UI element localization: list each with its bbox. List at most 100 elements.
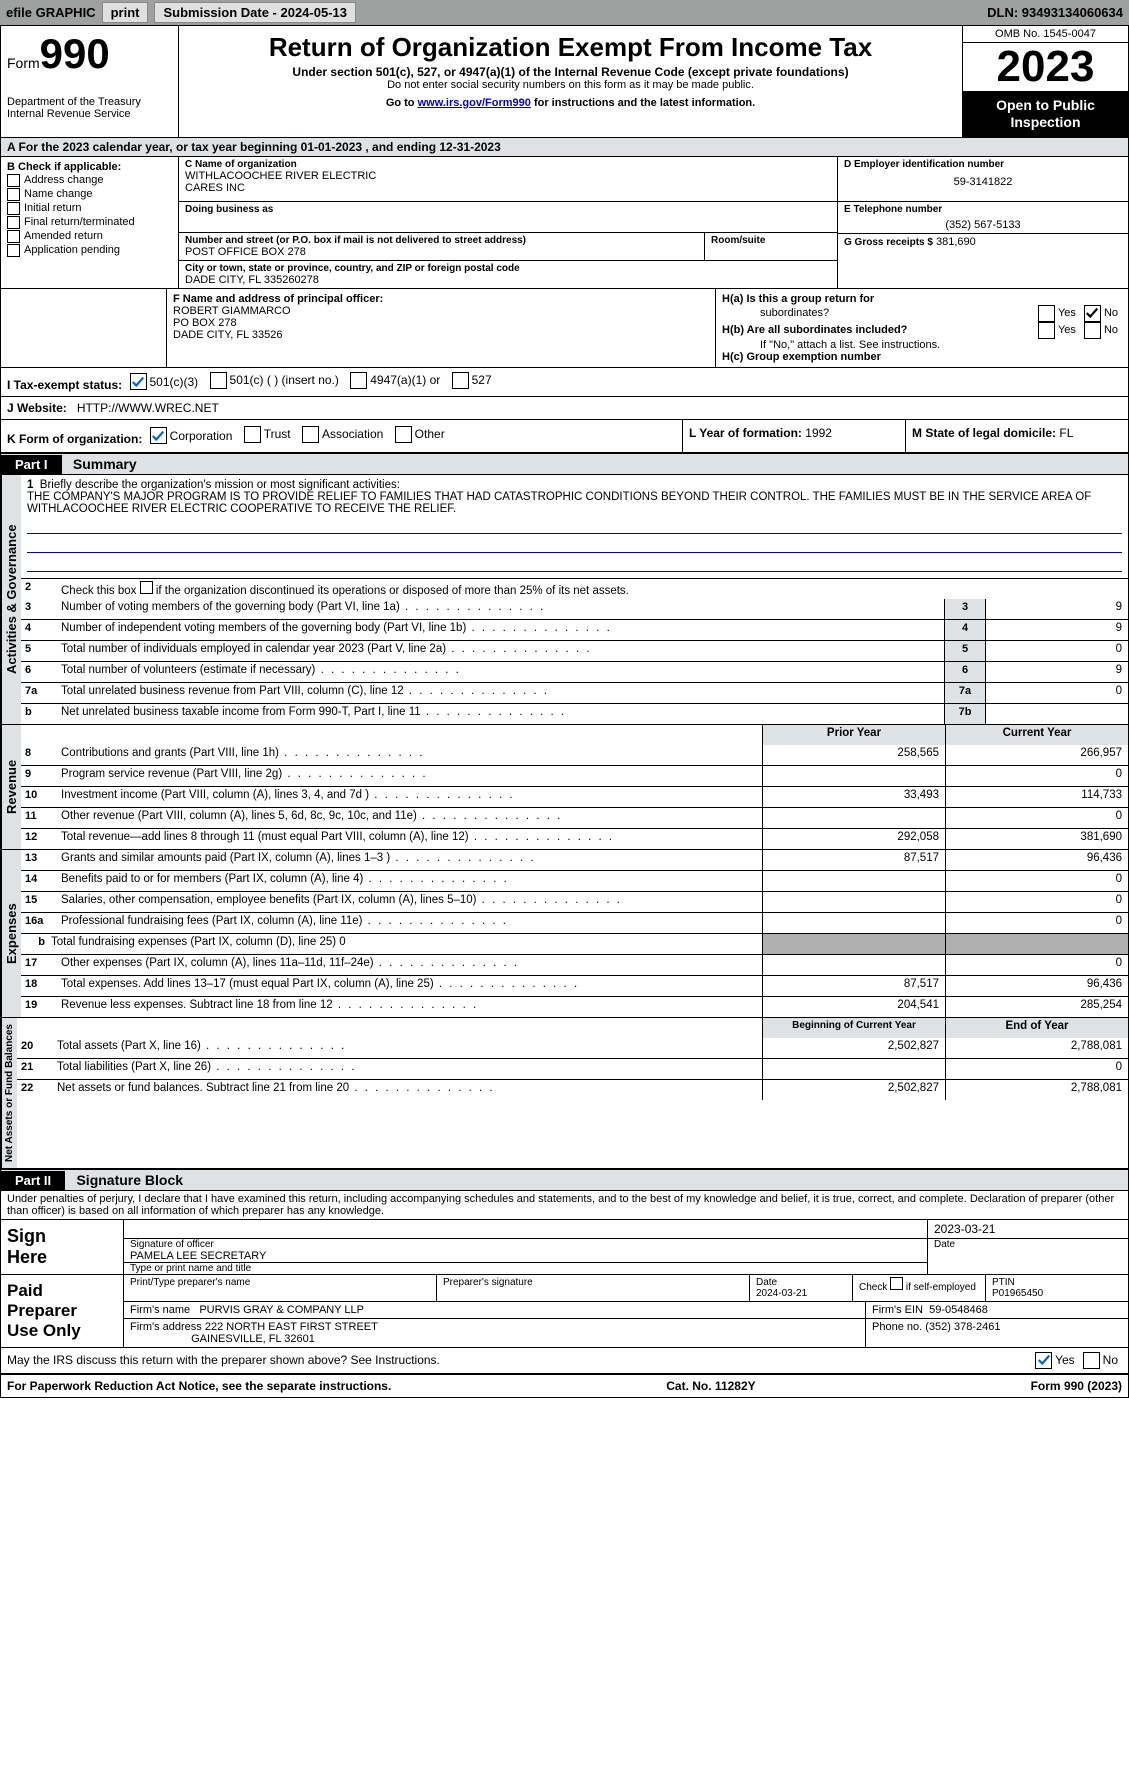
footer: For Paperwork Reduction Act Notice, see …	[1, 1375, 1128, 1397]
na-line-22: 22Net assets or fund balances. Subtract …	[17, 1079, 1128, 1100]
chk-discontinued[interactable]	[140, 581, 153, 594]
row-k-l-m: K Form of organization: Corporation Trus…	[1, 420, 1128, 453]
header-left: Form990 Department of the Treasury Inter…	[1, 26, 179, 137]
chk-application-pending[interactable]: Application pending	[7, 244, 172, 257]
prep-ptin-cell: PTINP01965450	[985, 1275, 1128, 1301]
na-curr-hdr: End of Year	[945, 1018, 1128, 1038]
na-header: Beginning of Current Year End of Year	[17, 1018, 1128, 1038]
chk-4947[interactable]: 4947(a)(1) or	[350, 372, 440, 389]
top-toolbar: efile GRAPHIC print Submission Date - 20…	[0, 0, 1129, 25]
ha-no[interactable]: No	[1084, 305, 1118, 322]
vlabel-expenses: Expenses	[1, 850, 21, 1017]
form-number: Form990	[7, 30, 172, 78]
ha-yes[interactable]: Yes	[1038, 305, 1076, 322]
box-d: D Employer identification number 59-3141…	[838, 157, 1128, 202]
irs-label: Internal Revenue Service	[7, 108, 172, 120]
street-row: Number and street (or P.O. box if mail i…	[179, 233, 837, 261]
exp-line-15: 15Salaries, other compensation, employee…	[21, 891, 1128, 912]
form-title: Return of Organization Exempt From Incom…	[185, 32, 956, 63]
row-i-right	[733, 368, 1128, 396]
chk-other[interactable]: Other	[395, 426, 445, 443]
open1: Open to Public	[967, 97, 1124, 114]
exp-line-14: 14Benefits paid to or for members (Part …	[21, 870, 1128, 891]
part1-title: Summary	[65, 454, 145, 474]
submission-date-button[interactable]: Submission Date - 2024-05-13	[154, 2, 356, 23]
hb-no[interactable]: No	[1084, 322, 1118, 339]
website-val: HTTP://WWW.WREC.NET	[77, 401, 219, 415]
sign-body: Signature of officer PAMELA LEE SECRETAR…	[123, 1220, 1128, 1274]
part2-title: Signature Block	[68, 1170, 191, 1190]
efile-label: efile GRAPHIC	[6, 5, 96, 20]
ha2-lbl: subordinates?	[722, 307, 1034, 319]
firm-ein-cell: Firm's EIN 59-0548468	[865, 1302, 1128, 1318]
chk-amended-return[interactable]: Amended return	[7, 230, 172, 243]
chk-address-change[interactable]: Address change	[7, 174, 172, 187]
chk-initial-return[interactable]: Initial return	[7, 202, 172, 215]
chk-self-employed[interactable]	[890, 1277, 903, 1290]
street-cell: Number and street (or P.O. box if mail i…	[179, 233, 705, 260]
expenses-section: Expenses 13Grants and similar amounts pa…	[1, 850, 1128, 1018]
discuss-yes[interactable]: Yes	[1035, 1352, 1075, 1369]
chk-corp[interactable]: Corporation	[150, 427, 233, 444]
mission-rule1	[27, 517, 1122, 534]
officer-lbl: F Name and address of principal officer:	[173, 293, 709, 305]
ein-lbl: D Employer identification number	[844, 159, 1122, 170]
m-lbl: M State of legal domicile:	[912, 426, 1056, 440]
hb-note: If "No," attach a list. See instructions…	[722, 339, 1122, 351]
i-lbl: I Tax-exempt status:	[7, 378, 122, 392]
hc-lbl: H(c) Group exemption number	[722, 351, 881, 363]
discuss-no[interactable]: No	[1083, 1352, 1118, 1369]
box-g: G Gross receipts $ 381,690	[838, 234, 1128, 250]
org-name-lbl: C Name of organization	[185, 159, 831, 170]
mission-lbl: Briefly describe the organization's miss…	[40, 479, 400, 491]
dln-label: DLN: 93493134060634	[987, 5, 1123, 20]
part2-hdr: Part II	[1, 1171, 65, 1190]
chk-assoc[interactable]: Association	[302, 426, 383, 443]
exp-body: 13Grants and similar amounts paid (Part …	[21, 850, 1128, 1017]
form-num: 990	[40, 30, 110, 77]
row-i: I Tax-exempt status: 501(c)(3) 501(c) ( …	[1, 368, 1128, 397]
paid-preparer-row: Paid Preparer Use Only Print/Type prepar…	[1, 1275, 1128, 1348]
hb-lbl: H(b) Are all subordinates included?	[722, 324, 907, 336]
ein-val: 59-3141822	[844, 176, 1122, 188]
chk-trust[interactable]: Trust	[244, 426, 291, 443]
prep-print-lbl: Print/Type preparer's name	[124, 1275, 436, 1301]
ha-row2: subordinates? Yes No	[722, 305, 1122, 322]
exp-line-18: 18Total expenses. Add lines 13–17 (must …	[21, 975, 1128, 996]
row-l: L Year of formation: 1992	[682, 420, 905, 452]
firm-phone-cell: Phone no. (352) 378-2461	[865, 1319, 1128, 1347]
irs-link[interactable]: www.irs.gov/Form990	[418, 97, 531, 109]
row-k: K Form of organization: Corporation Trus…	[1, 420, 682, 452]
gov-line-b: bNet unrelated business taxable income f…	[21, 703, 1128, 724]
street-lbl: Number and street (or P.O. box if mail i…	[185, 235, 698, 246]
chk-501c[interactable]: 501(c) ( ) (insert no.)	[210, 372, 339, 389]
form-header: Form990 Department of the Treasury Inter…	[1, 26, 1128, 138]
gov-line-6: 6Total number of volunteers (estimate if…	[21, 661, 1128, 682]
city-val: DADE CITY, FL 335260278	[185, 274, 831, 286]
part1-hdr: Part I	[1, 455, 62, 474]
part1-header: Part I Summary	[1, 453, 1128, 475]
officer-addr2: DADE CITY, FL 33526	[173, 329, 709, 341]
sig-date: 2023-03-21	[928, 1220, 1128, 1239]
hb-yes[interactable]: Yes	[1038, 322, 1076, 339]
goto-post: for instructions and the latest informat…	[531, 97, 755, 109]
chk-name-change[interactable]: Name change	[7, 188, 172, 201]
j-lbl: J Website:	[7, 401, 67, 415]
print-button[interactable]: print	[102, 2, 149, 23]
chk-527[interactable]: 527	[452, 372, 492, 389]
chk-501c3[interactable]: 501(c)(3)	[130, 373, 199, 390]
chk-final-return[interactable]: Final return/terminated	[7, 216, 172, 229]
sign-here-row: Sign Here Signature of officer PAMELA LE…	[1, 1220, 1128, 1275]
discuss-text: May the IRS discuss this return with the…	[7, 1353, 440, 1367]
revenue-section: Revenue Prior Year Current Year 8Contrib…	[1, 725, 1128, 850]
spacer-left	[1, 289, 167, 367]
phone-lbl: E Telephone number	[844, 204, 1122, 215]
na-line-20: 20Total assets (Part X, line 16)2,502,82…	[17, 1038, 1128, 1058]
open2: Inspection	[967, 114, 1124, 131]
box-e: E Telephone number (352) 567-5133	[838, 202, 1128, 234]
dba-cell: Doing business as	[179, 202, 837, 233]
ha-row: H(a) Is this a group return for	[722, 293, 1122, 305]
footer-cat: Cat. No. 11282Y	[666, 1379, 755, 1393]
gov-line-5: 5Total number of individuals employed in…	[21, 640, 1128, 661]
rev-line-12: 12Total revenue—add lines 8 through 11 (…	[21, 828, 1128, 849]
